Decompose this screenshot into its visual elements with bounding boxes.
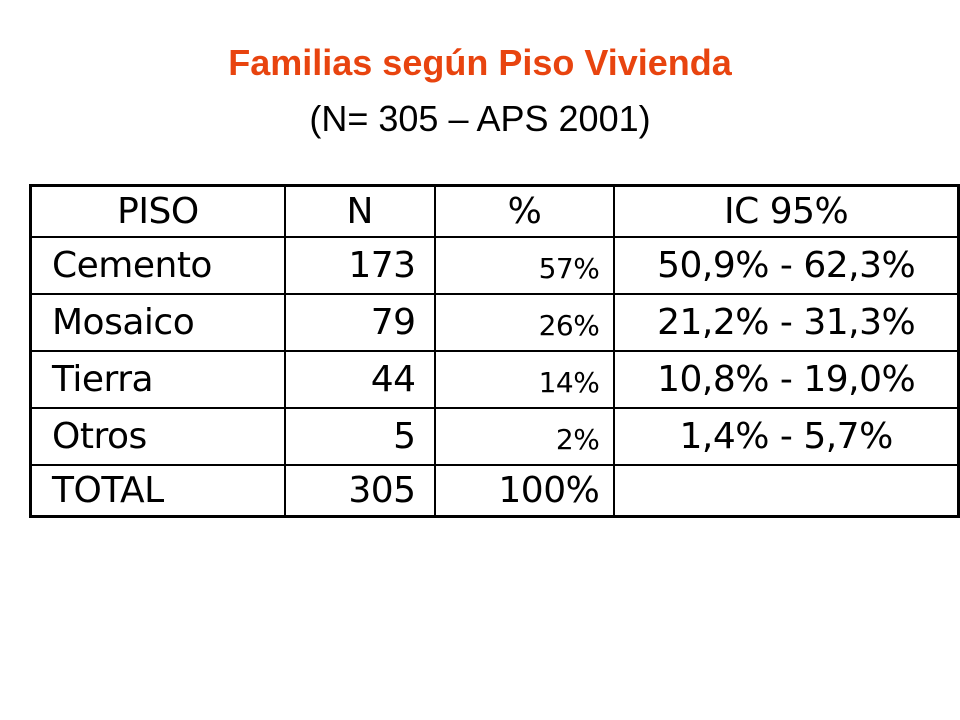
cell-percent: 100% (433, 464, 616, 518)
header-n: N (283, 184, 436, 238)
cell-percent-value: 57% (538, 252, 600, 285)
cell-n: 305 (283, 464, 436, 518)
cell-percent-value: 14% (538, 366, 600, 399)
data-table: PISO N % IC 95% Cemento 173 57% 50,9% - … (29, 184, 960, 518)
header-piso: PISO (29, 184, 286, 238)
table-row: Cemento 173 57% 50,9% - 62,3% (29, 236, 960, 295)
table-row-total: TOTAL 305 100% (29, 464, 960, 518)
page-title: Familias según Piso Vivienda (228, 42, 732, 83)
cell-ic95: 21,2% - 31,3% (613, 293, 960, 352)
table-header: PISO N % IC 95% (29, 184, 960, 238)
page-subtitle: (N= 305 – APS 2001) (309, 98, 651, 139)
cell-percent: 26% (433, 293, 616, 352)
cell-ic95 (613, 464, 960, 518)
cell-n: 173 (283, 236, 436, 295)
table-row: Tierra 44 14% 10,8% - 19,0% (29, 350, 960, 409)
header-ic95: IC 95% (613, 184, 960, 238)
cell-ic95: 1,4% - 5,7% (613, 407, 960, 466)
table-body: Cemento 173 57% 50,9% - 62,3% Mosaico 79… (29, 236, 960, 518)
table-row: Mosaico 79 26% 21,2% - 31,3% (29, 293, 960, 352)
cell-ic95: 10,8% - 19,0% (613, 350, 960, 409)
header-percent: % (433, 184, 616, 238)
cell-piso: Tierra (29, 350, 286, 409)
cell-piso: TOTAL (29, 464, 286, 518)
table-row: Otros 5 2% 1,4% - 5,7% (29, 407, 960, 466)
cell-percent-value: 26% (538, 309, 600, 342)
cell-n: 5 (283, 407, 436, 466)
cell-ic95: 50,9% - 62,3% (613, 236, 960, 295)
cell-percent-value: 2% (555, 423, 600, 456)
cell-piso: Otros (29, 407, 286, 466)
cell-n: 44 (283, 350, 436, 409)
cell-percent: 57% (433, 236, 616, 295)
header-row: PISO N % IC 95% (29, 184, 960, 238)
cell-n: 79 (283, 293, 436, 352)
cell-piso: Cemento (29, 236, 286, 295)
cell-percent: 2% (433, 407, 616, 466)
cell-percent: 14% (433, 350, 616, 409)
cell-piso: Mosaico (29, 293, 286, 352)
